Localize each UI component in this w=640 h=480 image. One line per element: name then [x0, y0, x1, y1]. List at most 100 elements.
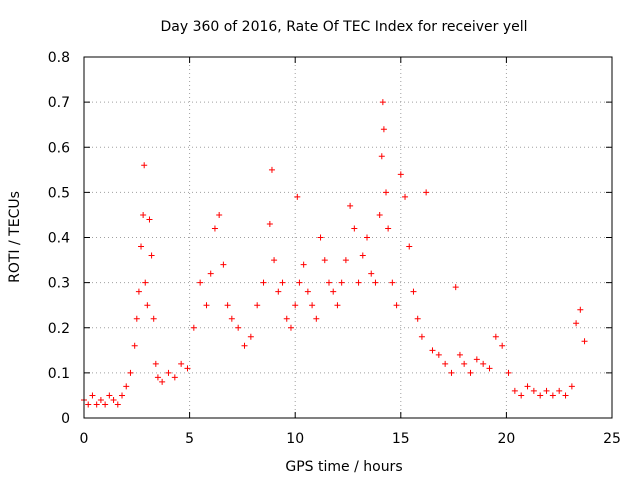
data-point — [397, 171, 404, 178]
data-point — [556, 387, 563, 394]
data-point — [184, 365, 191, 372]
data-point — [364, 234, 371, 241]
data-point — [146, 216, 153, 223]
data-point — [456, 351, 463, 358]
data-point — [138, 243, 145, 250]
data-point — [266, 220, 273, 227]
y-tick-label: 0.2 — [48, 321, 70, 337]
data-point — [85, 401, 92, 408]
data-point — [197, 279, 204, 286]
data-point — [254, 302, 261, 309]
y-axis-label: ROTI / TECUs — [7, 191, 23, 283]
data-point — [562, 392, 569, 399]
data-point — [486, 365, 493, 372]
data-point — [385, 225, 392, 232]
data-point — [142, 279, 149, 286]
data-point — [140, 211, 147, 218]
data-point — [342, 257, 349, 264]
x-tick-label: 15 — [392, 431, 410, 447]
data-point — [581, 338, 588, 345]
data-point — [154, 374, 161, 381]
data-point — [141, 162, 148, 169]
data-point — [549, 392, 556, 399]
y-tick-label: 0.1 — [48, 366, 70, 382]
data-point — [228, 315, 235, 322]
data-point — [372, 279, 379, 286]
data-point — [334, 302, 341, 309]
x-tick-label: 5 — [185, 431, 194, 447]
data-point — [220, 261, 227, 268]
data-point — [247, 333, 254, 340]
x-tick-label: 25 — [603, 431, 621, 447]
data-point — [435, 351, 442, 358]
data-point — [235, 324, 242, 331]
data-point — [127, 369, 134, 376]
data-point — [123, 383, 130, 390]
data-point — [461, 360, 468, 367]
data-point — [380, 126, 387, 133]
data-point — [448, 369, 455, 376]
data-point — [492, 333, 499, 340]
y-tick-label: 0.8 — [48, 50, 70, 66]
data-point — [524, 383, 531, 390]
data-point — [304, 288, 311, 295]
data-point — [165, 369, 172, 376]
data-point — [279, 279, 286, 286]
data-point — [171, 374, 178, 381]
data-point — [347, 202, 354, 209]
data-point — [114, 401, 121, 408]
data-point — [389, 279, 396, 286]
data-point — [359, 252, 366, 259]
data-point — [159, 378, 166, 385]
data-point — [423, 189, 430, 196]
y-tick-label: 0.3 — [48, 276, 70, 292]
data-point — [190, 324, 197, 331]
data-points — [81, 99, 588, 408]
data-point — [406, 243, 413, 250]
data-point — [294, 193, 301, 200]
data-point — [378, 153, 385, 160]
data-point — [271, 257, 278, 264]
data-point — [150, 315, 157, 322]
data-point — [338, 279, 345, 286]
data-point — [325, 279, 332, 286]
data-point — [97, 396, 104, 403]
data-point — [355, 279, 362, 286]
x-tick-label: 20 — [497, 431, 515, 447]
data-point — [467, 369, 474, 376]
x-tick-label: 10 — [286, 431, 304, 447]
data-point — [309, 302, 316, 309]
data-point — [452, 284, 459, 291]
data-point — [106, 392, 113, 399]
data-point — [135, 288, 142, 295]
data-point — [537, 392, 544, 399]
data-point — [296, 279, 303, 286]
data-point — [442, 360, 449, 367]
data-point — [133, 315, 140, 322]
data-point — [499, 342, 506, 349]
data-point — [530, 387, 537, 394]
data-point — [410, 288, 417, 295]
data-point — [110, 396, 117, 403]
data-point — [317, 234, 324, 241]
data-point — [543, 387, 550, 394]
data-point — [287, 324, 294, 331]
data-point — [418, 333, 425, 340]
data-point — [414, 315, 421, 322]
data-point — [402, 193, 409, 200]
data-point — [505, 369, 512, 376]
data-point — [283, 315, 290, 322]
y-tick-label: 0.7 — [48, 95, 70, 111]
data-point — [241, 342, 248, 349]
x-tick-label: 0 — [80, 431, 89, 447]
y-tick-label: 0 — [61, 411, 70, 427]
y-tick-label: 0.5 — [48, 185, 70, 201]
data-point — [429, 347, 436, 354]
data-point — [351, 225, 358, 232]
data-point — [313, 315, 320, 322]
data-point — [224, 302, 231, 309]
grid-lines — [84, 57, 612, 418]
data-point — [216, 211, 223, 218]
data-point — [568, 383, 575, 390]
